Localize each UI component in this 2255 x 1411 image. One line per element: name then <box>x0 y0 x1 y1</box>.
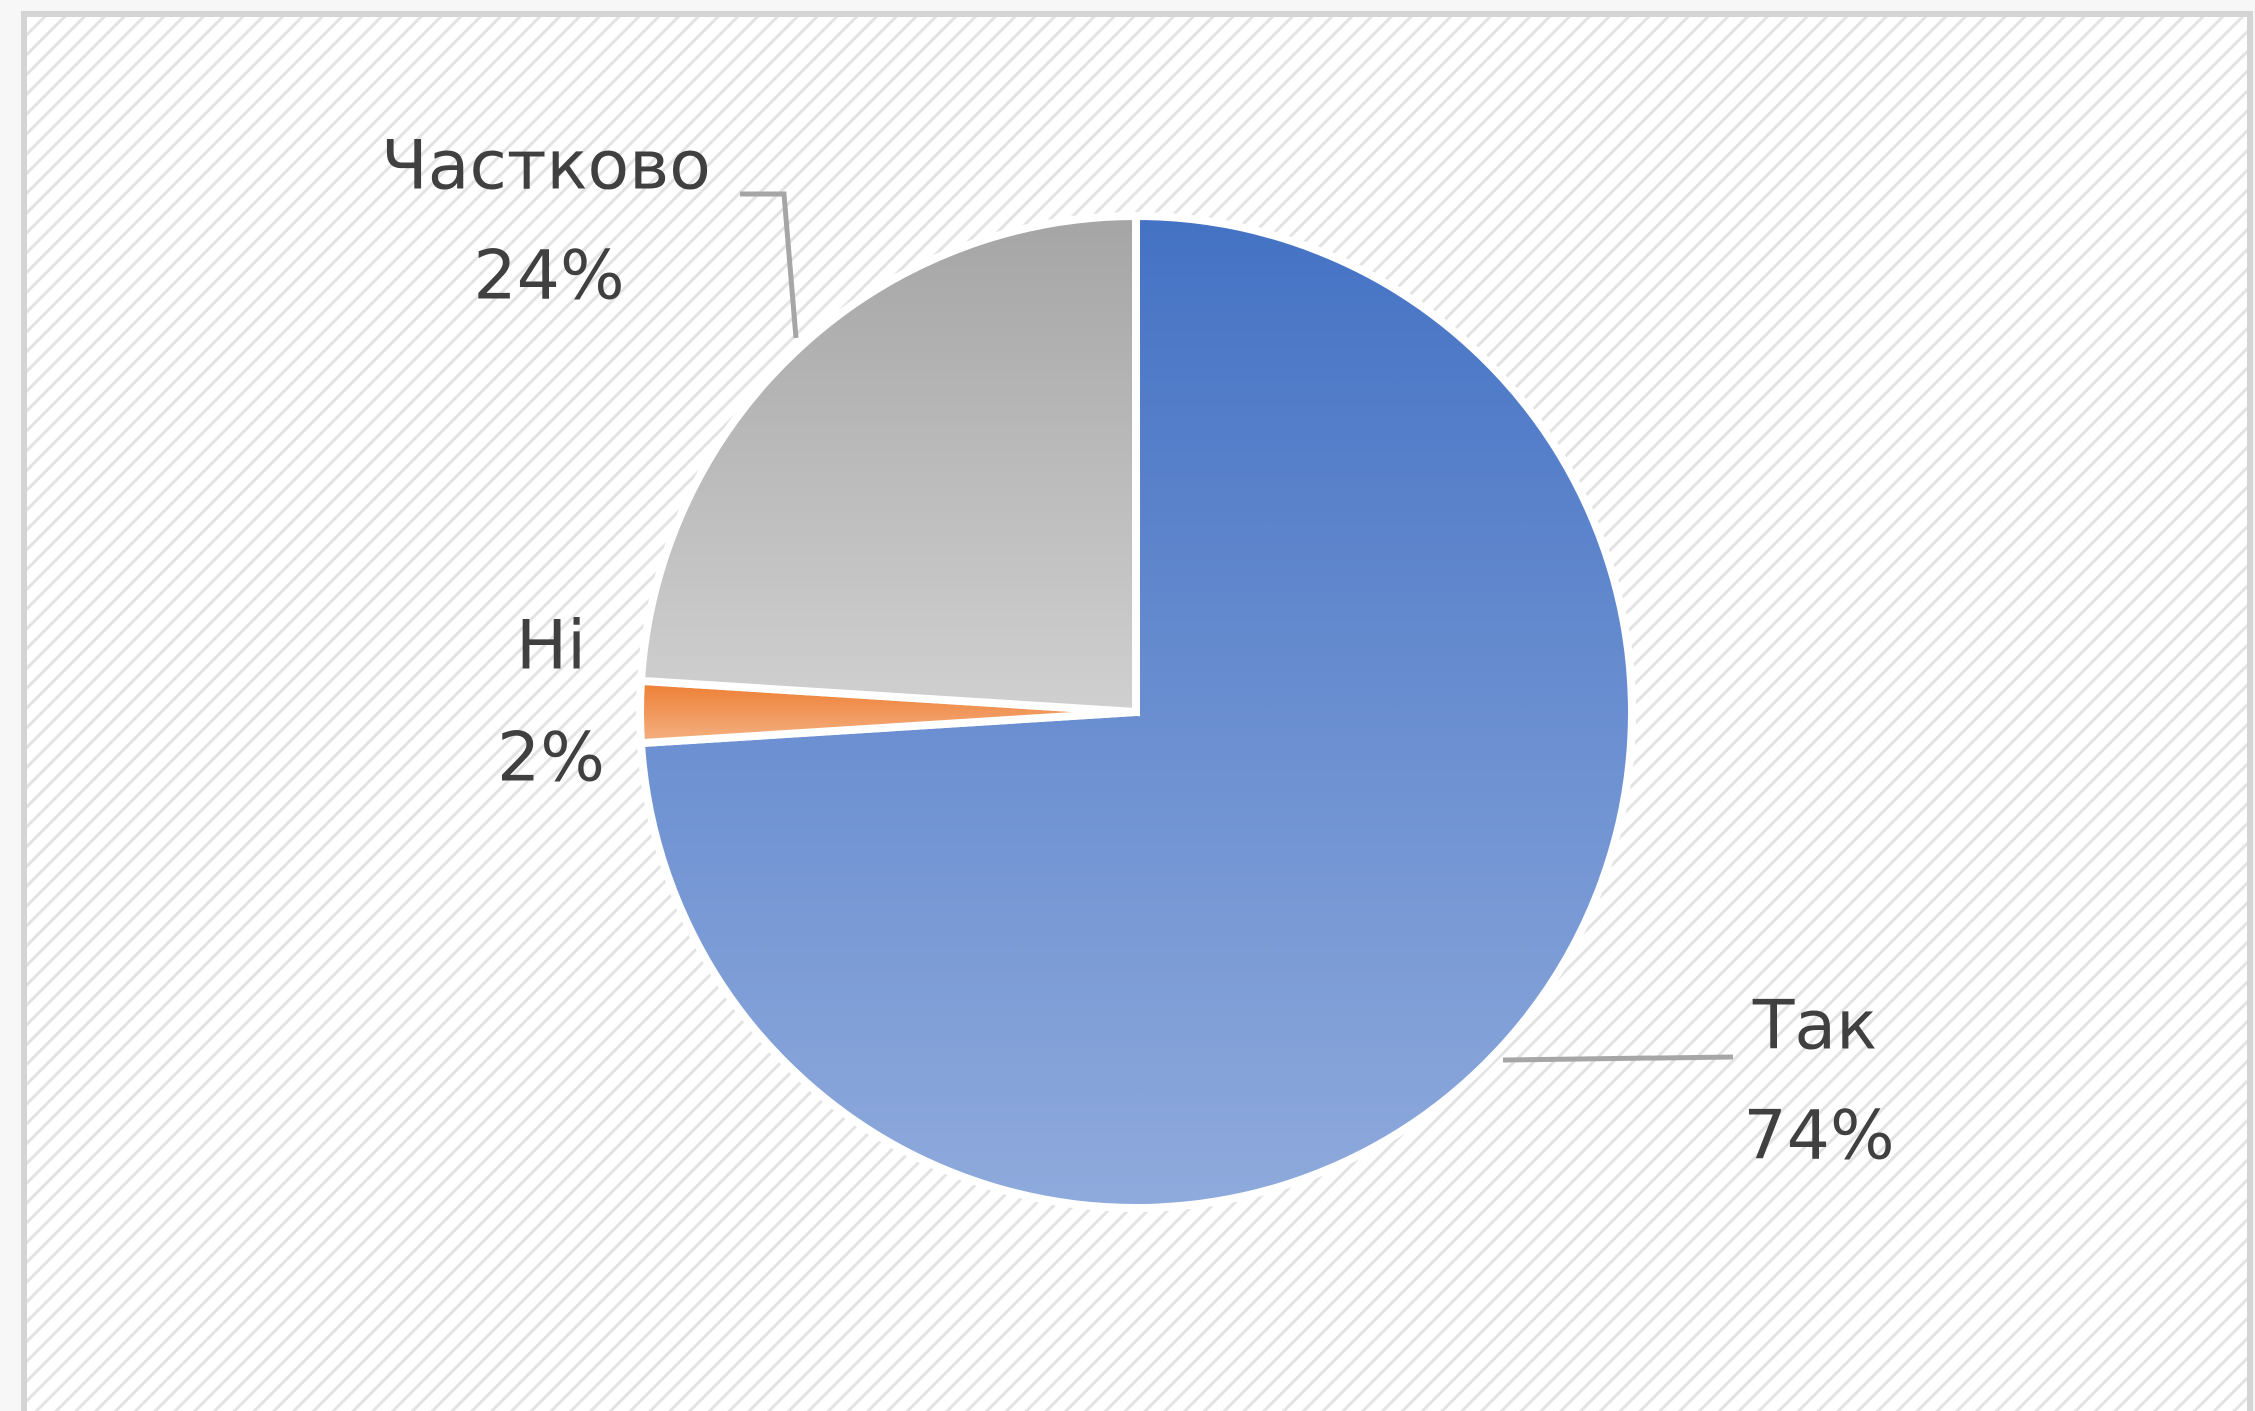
data-label-category: Так <box>1752 987 1877 1066</box>
data-label-value: 2% <box>497 719 605 798</box>
leader-line <box>1502 1054 1734 1063</box>
leader-line <box>740 191 799 339</box>
data-label-category: Частково <box>381 127 711 206</box>
data-label-value: 24% <box>473 237 624 316</box>
data-label-value: 74% <box>1743 1097 1894 1176</box>
data-label-category: Ні <box>516 607 586 686</box>
pie-slice <box>636 211 1140 717</box>
